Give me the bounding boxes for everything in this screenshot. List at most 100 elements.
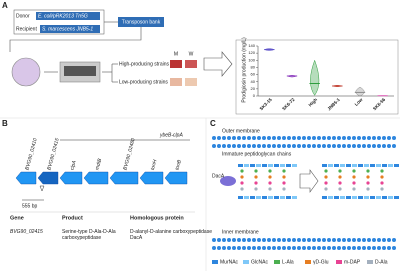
lipid: [217, 144, 221, 148]
lipid: [232, 144, 236, 148]
peptide: [324, 175, 328, 179]
sugar: [340, 196, 345, 199]
peptide: [282, 175, 286, 179]
sugar: [382, 196, 387, 199]
lipid: [387, 144, 391, 148]
lipid: [292, 238, 296, 242]
lipid: [227, 144, 231, 148]
table-header: Product: [62, 215, 83, 221]
lipid: [302, 238, 306, 242]
lipid: [367, 238, 371, 242]
peptide: [338, 175, 342, 179]
lipid: [257, 136, 261, 140]
lipid: [302, 136, 306, 140]
lipid: [367, 144, 371, 148]
gene-label: tonB: [174, 159, 183, 171]
lipid: [242, 238, 246, 242]
sugar: [274, 196, 279, 199]
lipid: [247, 246, 251, 250]
lipid: [212, 238, 216, 242]
peptide: [268, 187, 272, 191]
y-axis-label: Prodigiosin production (mg/L): [241, 37, 247, 103]
low-label: Low-producing strains: [119, 79, 168, 85]
sugar: [376, 164, 381, 167]
sugar: [352, 196, 357, 199]
lipid: [297, 136, 301, 140]
peptide: [324, 181, 328, 185]
gene-arrow: [59, 171, 83, 185]
lipid: [372, 238, 376, 242]
sugar: [262, 164, 267, 167]
lipid: [332, 144, 336, 148]
recipient-strain: S. marcescens JNB5-1: [42, 26, 93, 32]
well: [170, 78, 182, 86]
sugar: [238, 196, 243, 199]
lipid: [317, 238, 321, 242]
lipid: [247, 136, 251, 140]
lipid: [232, 136, 236, 140]
daca-enzyme: [220, 176, 236, 186]
lipid: [312, 238, 316, 242]
sugar: [268, 164, 273, 167]
y-tick-label: 120: [248, 50, 255, 55]
big-arrow: [299, 169, 319, 193]
sugar: [370, 196, 375, 199]
peptide: [338, 169, 342, 173]
lipid: [227, 238, 231, 242]
lipid: [242, 136, 246, 140]
arrow: [9, 27, 142, 52]
lipid: [252, 238, 256, 242]
lipid: [342, 246, 346, 250]
lipid: [377, 238, 381, 242]
panel-label: C: [210, 119, 216, 128]
legend-swatch: [367, 260, 373, 264]
peptide: [380, 187, 384, 191]
lipid: [382, 246, 386, 250]
lipid: [357, 246, 361, 250]
peptide: [240, 181, 244, 185]
lipid: [257, 238, 261, 242]
lipid: [262, 136, 266, 140]
y-tick-label: 60: [251, 72, 256, 77]
sugar: [376, 196, 381, 199]
sugar: [244, 164, 249, 167]
sugar: [280, 164, 285, 167]
lipid: [302, 144, 306, 148]
recipient-box: [40, 25, 100, 33]
peptide: [380, 169, 384, 173]
y-tick-label: 20: [251, 86, 256, 91]
bank-box: [118, 17, 164, 27]
sugar: [388, 164, 393, 167]
lipid: [212, 246, 216, 250]
lipid: [272, 136, 276, 140]
peptide: [240, 175, 244, 179]
table-cell: Serine-type D-Ala-D-Ala carboxypeptidase: [62, 229, 116, 241]
gene-label: BVG90_02415: [46, 137, 60, 170]
sugar: [394, 196, 399, 199]
sugar: [382, 164, 387, 167]
peptide: [240, 169, 244, 173]
lipid: [277, 246, 281, 250]
lipid: [282, 238, 286, 242]
lipid: [252, 246, 256, 250]
recipient: Recipient: [16, 26, 37, 32]
peptide: [268, 181, 272, 185]
legend-swatch: [212, 260, 218, 264]
table-header: Gene: [10, 215, 24, 221]
x-tick-label: SK6-56: [372, 97, 387, 112]
peptide: [352, 181, 356, 185]
lipid: [247, 238, 251, 242]
lipid: [332, 246, 336, 250]
gene-label: mdtB: [94, 157, 103, 170]
sugar: [280, 196, 285, 199]
lipid: [237, 246, 241, 250]
operon-label: ybeB-clpA: [159, 132, 183, 138]
lipid: [327, 238, 331, 242]
donor-box: [36, 12, 100, 20]
gene-label: clpA: [69, 159, 77, 171]
lipid: [252, 144, 256, 148]
sugar: [238, 164, 243, 167]
sugar: [286, 164, 291, 167]
lipid: [222, 246, 226, 250]
gene-arrow: [15, 171, 37, 185]
